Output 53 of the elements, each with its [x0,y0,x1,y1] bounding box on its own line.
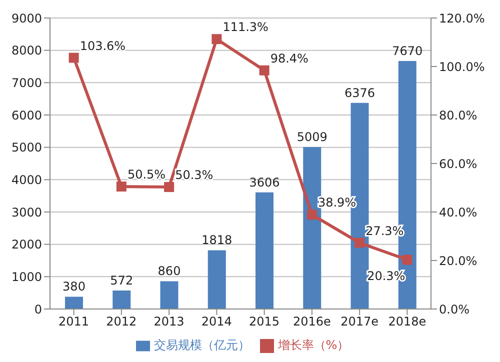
point [68,52,79,63]
legend-label: 增长率（%） [278,338,350,352]
point [212,34,222,44]
x-tick-label: 2015 [249,314,280,329]
y-tick-label: 2000 [11,238,42,252]
data-label: 860 [158,264,181,278]
data-label: 98.4% [270,51,308,66]
point [116,182,126,192]
data-label: 380 [62,280,86,294]
y-tick-label: 3000 [11,205,42,220]
y-tick-label: 5000 [11,140,42,155]
data-label: 7670 [392,44,423,58]
x-tick-label: 2012 [106,314,137,329]
y2-tick-label: 80.0% [439,108,478,122]
y2-tick-label: 20.0% [439,254,478,268]
data-label: 103.6% [80,38,126,53]
point [402,254,412,265]
data-label: 50.5% [127,168,166,182]
y2-tick-label: 60.0% [439,156,478,171]
data-label: 111.3% [222,20,268,34]
y-tick-label: 8000 [11,44,42,58]
y-tick-label: 1000 [11,270,42,284]
y-tick-label: 6000 [11,108,42,122]
y-tick-label: 0 [34,302,42,316]
x-tick-label: 2017e [340,314,379,329]
point [164,182,174,192]
point [306,210,317,220]
bar [208,250,226,309]
x-tick-label: 2018e [388,314,426,329]
bar [112,290,131,309]
data-label: 5009 [296,130,328,144]
x-tick-label: 2014 [201,314,232,329]
x-tick-label: 2011 [58,314,90,329]
y-tick-label: 9000 [11,11,42,26]
bar [65,296,83,309]
x-tick-label: 2016e [292,314,331,329]
y2-tick-label: 40.0% [439,205,478,220]
data-label: 6376 [344,86,376,100]
legend-label: 交易规模（亿元） [154,338,250,352]
y-tick-label: 7000 [11,76,42,90]
y2-tick-label: 0.0% [439,302,470,316]
y-tick-label: 4000 [11,172,42,187]
bar [160,281,178,309]
point [259,65,270,76]
data-label: 572 [110,274,134,288]
data-label: 1818 [202,233,232,248]
x-tick-label: 2013 [154,314,184,329]
point [354,238,365,248]
y2-tick-label: 100.0% [439,60,485,74]
y2-tick-label: 120.0% [439,11,485,26]
data-label: 50.3% [175,168,214,182]
bar [256,192,274,309]
data-label: 3606 [249,175,280,190]
